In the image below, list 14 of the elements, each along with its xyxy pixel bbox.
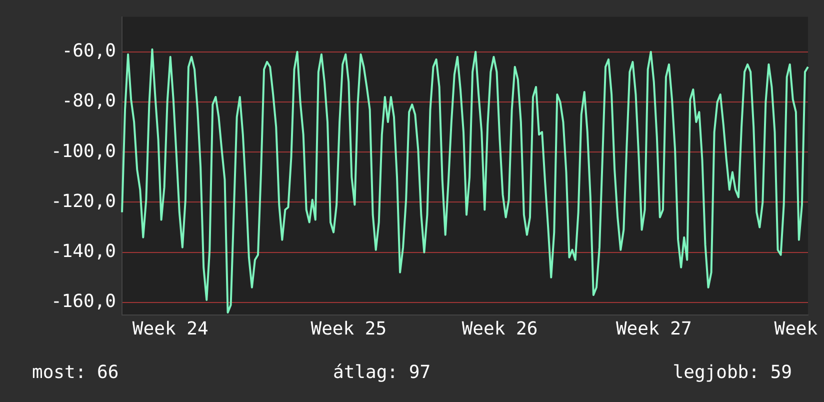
x-tick-label: Week 26	[462, 318, 538, 340]
y-tick-label: -120,0	[50, 190, 116, 212]
y-tick-label: -80,0	[62, 90, 116, 112]
text: legjobb: 59	[672, 362, 792, 383]
x-tick-label: Week 24	[132, 318, 208, 340]
y-tick-label: -100,0	[50, 140, 116, 162]
x-tick-label: Week 27	[616, 318, 692, 340]
text: átlag: 97	[333, 362, 431, 383]
y-tick-label: -160,0	[50, 291, 116, 312]
text: most: 66	[32, 362, 119, 383]
y-tick-label: -140,0	[50, 241, 116, 262]
x-tick-label: Week	[774, 318, 818, 340]
x-tick-label: Week 25	[310, 318, 387, 340]
y-tick-label: -60,0	[62, 40, 116, 62]
